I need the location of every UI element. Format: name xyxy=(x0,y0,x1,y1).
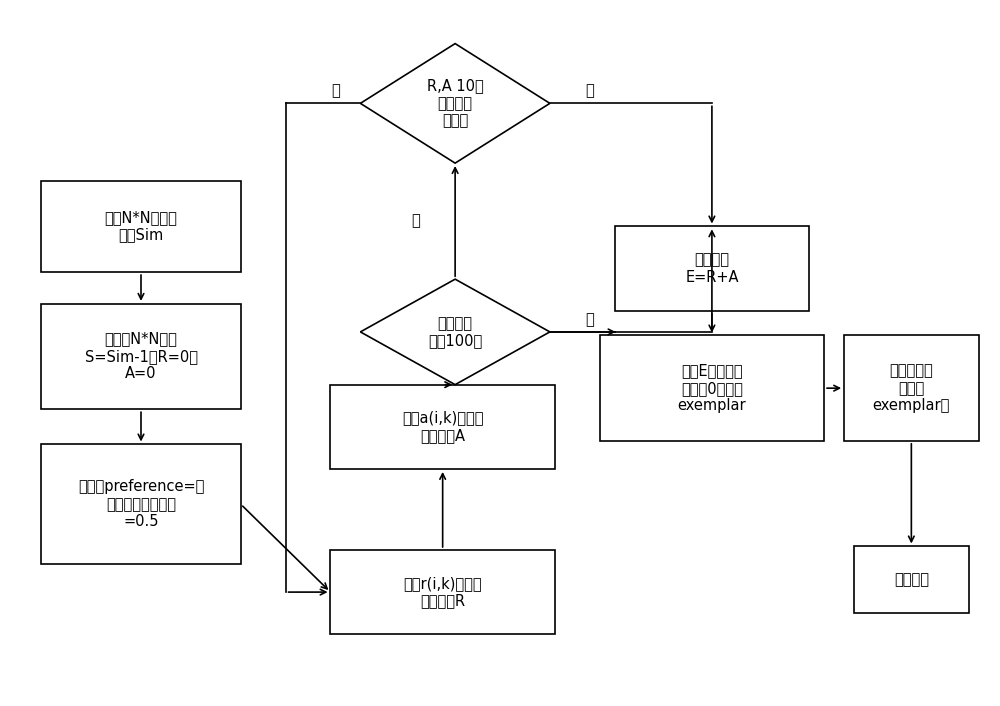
FancyBboxPatch shape xyxy=(600,335,824,441)
Text: 计算r(i,k)的值，
刷新矩阵R: 计算r(i,k)的值， 刷新矩阵R xyxy=(403,576,482,609)
Text: 选出E对角线上
值大于0的点为
exemplar: 选出E对角线上 值大于0的点为 exemplar xyxy=(678,364,746,413)
FancyBboxPatch shape xyxy=(41,444,241,564)
FancyBboxPatch shape xyxy=(844,335,979,441)
Text: 完成聚类: 完成聚类 xyxy=(894,573,929,587)
Text: 否: 否 xyxy=(411,214,420,229)
Text: 是: 是 xyxy=(585,83,594,98)
Text: 计算a(i,k)的值，
刷新矩阵A: 计算a(i,k)的值， 刷新矩阵A xyxy=(402,411,483,443)
FancyBboxPatch shape xyxy=(330,385,555,469)
Text: 迭代次数
超过100次: 迭代次数 超过100次 xyxy=(428,316,482,348)
Text: 初始化N*N矩阵
S=Sim-1、R=0、
A=0: 初始化N*N矩阵 S=Sim-1、R=0、 A=0 xyxy=(84,332,198,381)
Polygon shape xyxy=(360,44,550,163)
FancyBboxPatch shape xyxy=(615,227,809,311)
FancyBboxPatch shape xyxy=(41,304,241,409)
Text: 是: 是 xyxy=(585,312,594,327)
FancyBboxPatch shape xyxy=(330,550,555,634)
Text: 初始化preference=距
离中值，阻尼系数
=0.5: 初始化preference=距 离中值，阻尼系数 =0.5 xyxy=(78,479,204,529)
Text: 构建N*N相似度
矩阵Sim: 构建N*N相似度 矩阵Sim xyxy=(105,210,177,243)
Polygon shape xyxy=(360,279,550,385)
Text: 建立矩阵
E=R+A: 建立矩阵 E=R+A xyxy=(685,253,739,285)
FancyBboxPatch shape xyxy=(854,546,969,614)
Text: 否: 否 xyxy=(331,83,340,98)
FancyBboxPatch shape xyxy=(41,181,241,272)
Text: R,A 10次
迭代未改
变数值: R,A 10次 迭代未改 变数值 xyxy=(427,78,484,128)
Text: 其他点选择
最近的
exemplar类: 其他点选择 最近的 exemplar类 xyxy=(873,364,950,413)
